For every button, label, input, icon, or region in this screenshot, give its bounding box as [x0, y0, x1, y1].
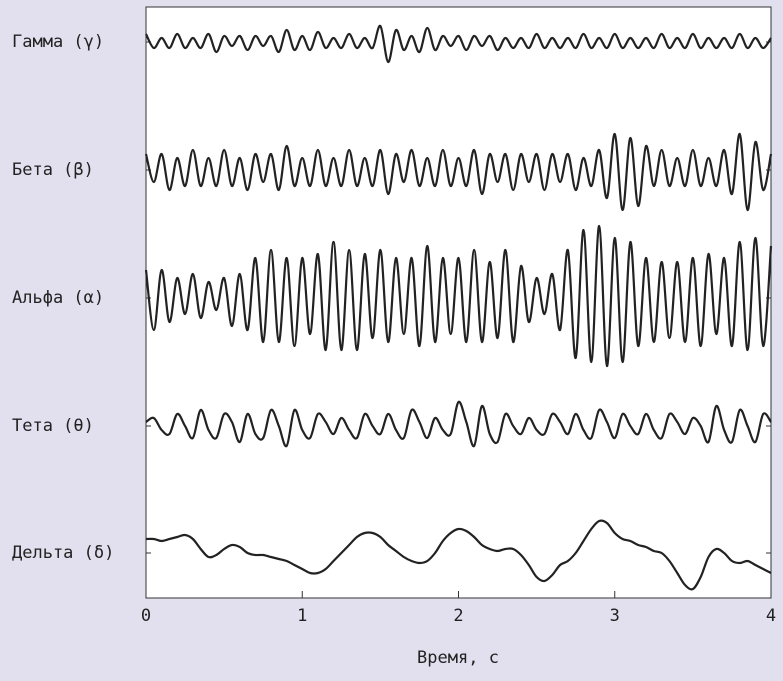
- x-tick-label: 3: [610, 606, 620, 626]
- series-label: Бета (β): [12, 160, 94, 180]
- series-label: Дельта (δ): [12, 543, 114, 563]
- series-label: Альфа (α): [12, 288, 104, 308]
- wave-line: [145, 24, 772, 64]
- wave-line: [145, 519, 772, 591]
- plot-area: [145, 6, 772, 599]
- x-axis-label: Время, с: [417, 648, 499, 668]
- x-tick-label: 4: [766, 606, 776, 626]
- wave-line: [144, 224, 773, 368]
- wave-line: [144, 132, 773, 212]
- x-tick-label: 0: [141, 606, 151, 626]
- x-tick-label: 2: [453, 606, 463, 626]
- series-label: Гамма (γ): [12, 32, 104, 52]
- wave-line: [145, 400, 772, 448]
- series-label: Тета (θ): [12, 416, 94, 436]
- x-tick-label: 1: [297, 606, 307, 626]
